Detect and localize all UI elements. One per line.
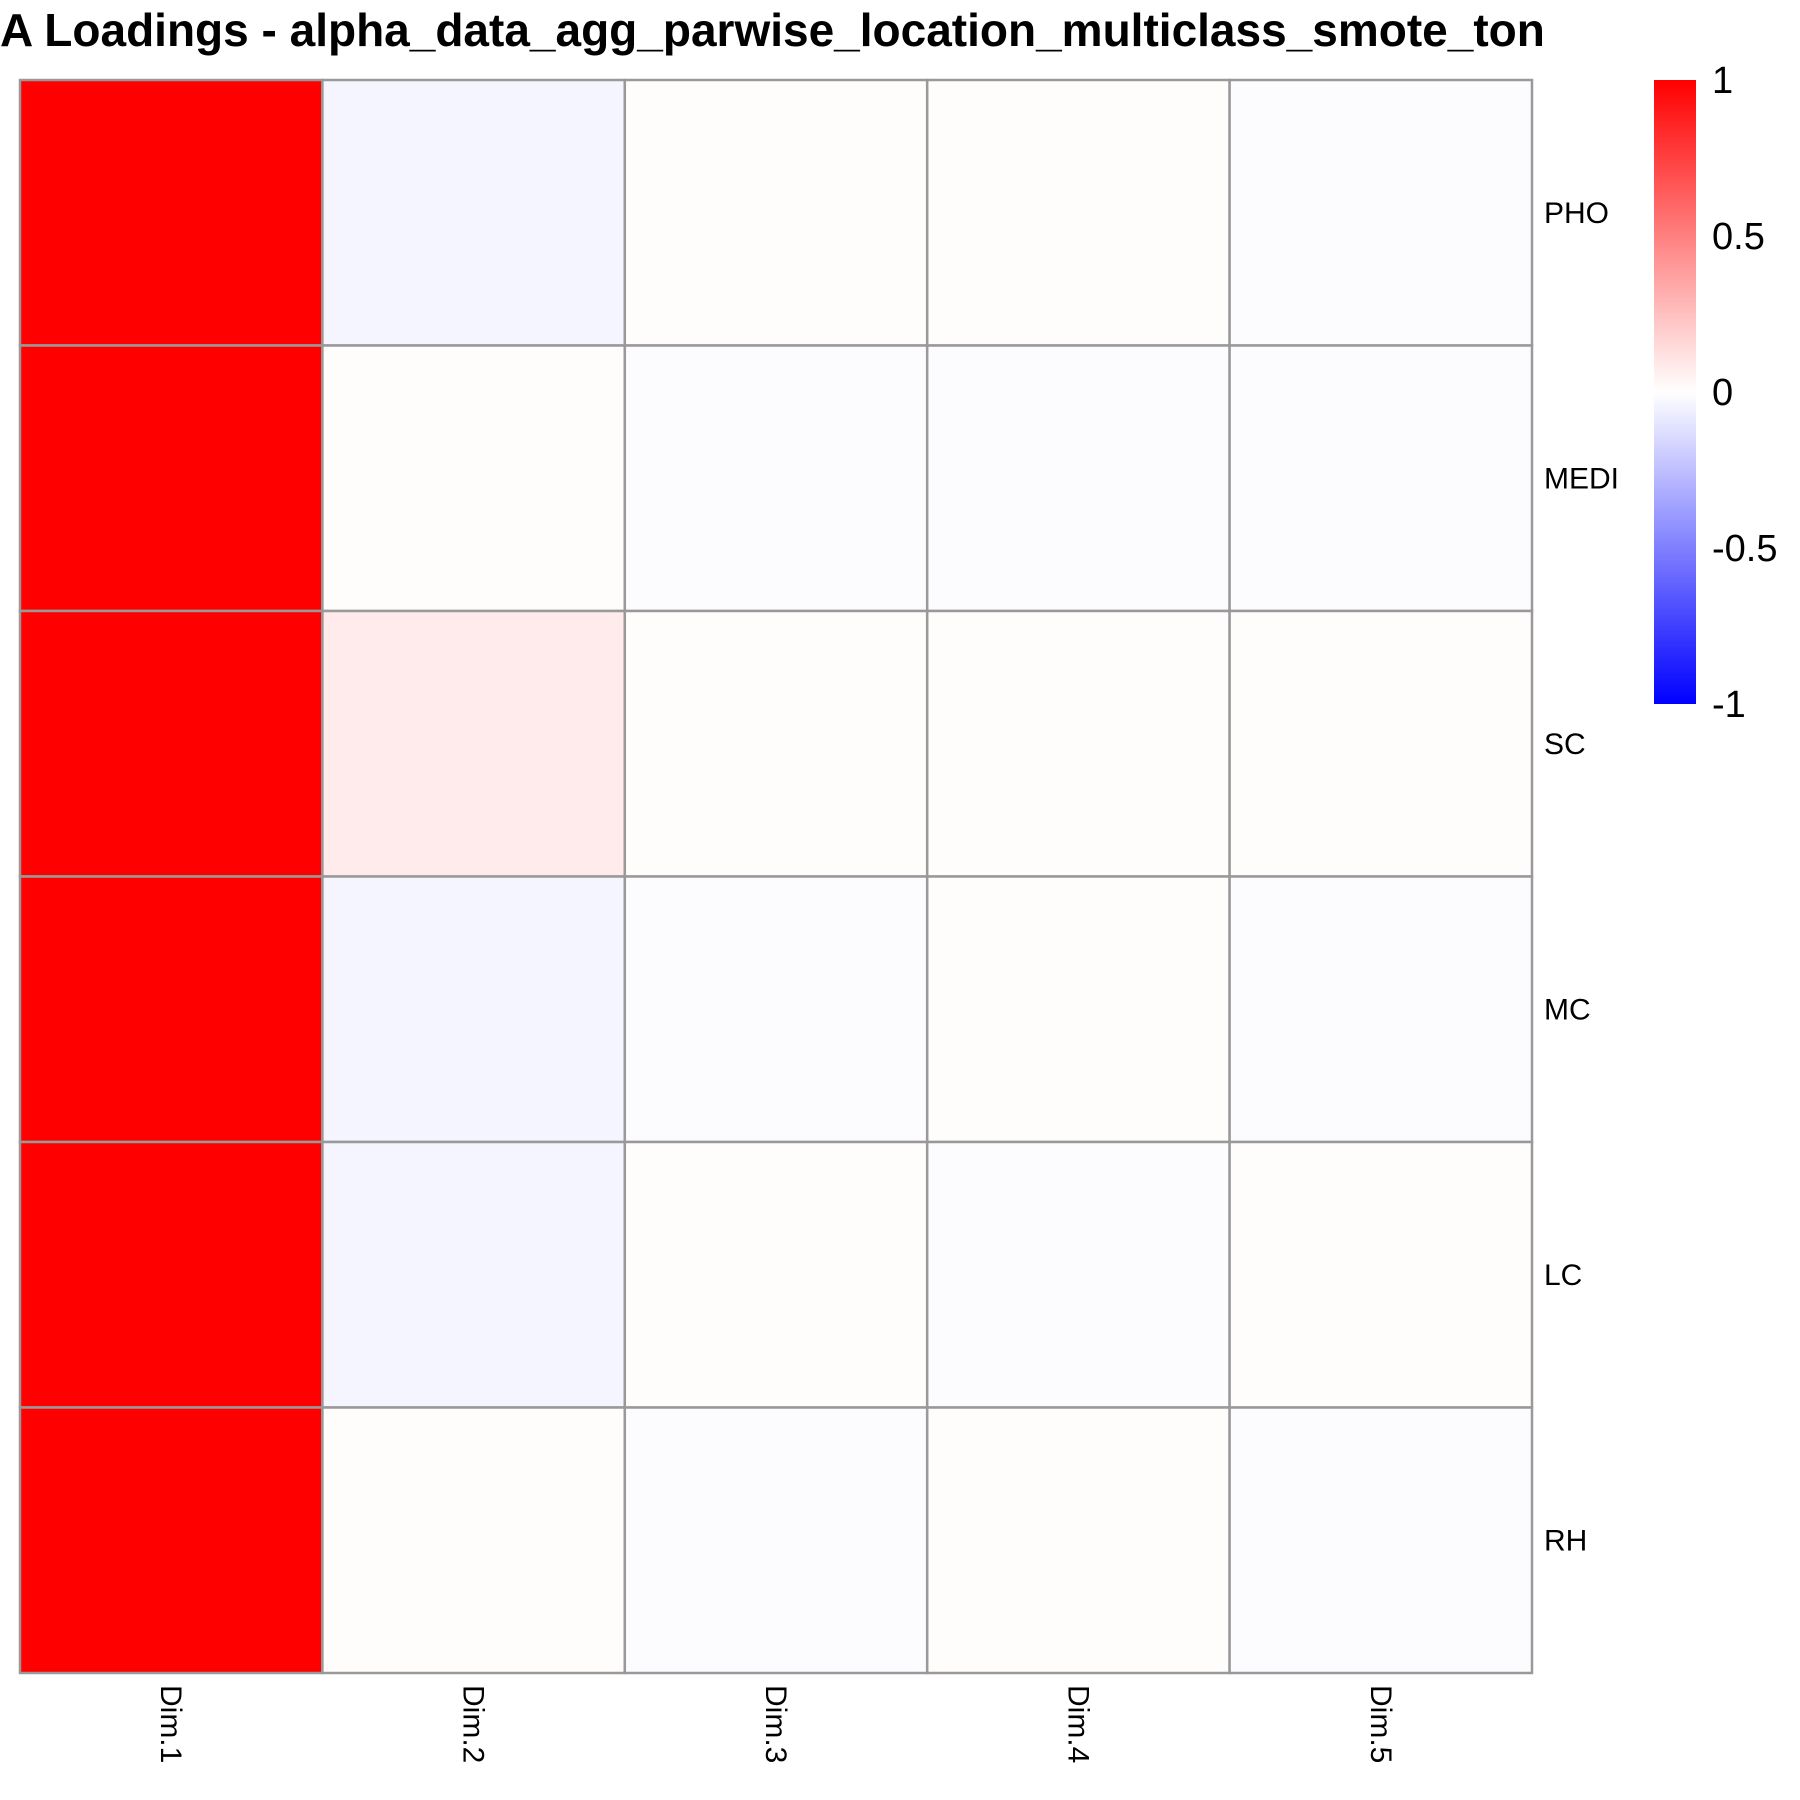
heatmap-cell-lc-dim-5 (1228, 1140, 1534, 1409)
heatmap-cell-sc-dim-3 (623, 609, 929, 878)
heatmap-cell-lc-dim-4 (925, 1140, 1231, 1409)
column-label-dim-3: Dim.3 (759, 1685, 792, 1763)
legend-tick-label: 1 (1712, 60, 1733, 102)
row-label-sc: SC (1544, 728, 1586, 761)
heatmap-cell-mc-dim-3 (623, 875, 929, 1144)
column-label-dim-5: Dim.5 (1364, 1685, 1397, 1763)
legend-tick-label: 0 (1712, 372, 1733, 414)
row-label-medi: MEDI (1544, 462, 1619, 495)
heatmap-cell-medi-dim-5 (1228, 344, 1534, 613)
heatmap-cell-mc-dim-5 (1228, 875, 1534, 1144)
heatmap-cell-sc-dim-1 (18, 609, 324, 878)
heatmap-cell-rh-dim-2 (321, 1406, 627, 1675)
heatmap-cell-sc-dim-5 (1228, 609, 1534, 878)
heatmap-cell-rh-dim-4 (925, 1406, 1231, 1675)
legend-color-bar (1654, 80, 1696, 704)
heatmap-cell-medi-dim-3 (623, 344, 929, 613)
heatmap-cell-sc-dim-2 (321, 609, 627, 878)
legend-tick-label: -1 (1712, 684, 1746, 726)
heatmap-cell-rh-dim-1 (18, 1406, 324, 1675)
heatmap-cell-lc-dim-2 (321, 1140, 627, 1409)
heatmap-cell-rh-dim-5 (1228, 1406, 1534, 1675)
row-label-rh: RH (1544, 1524, 1587, 1557)
heatmap-cell-medi-dim-4 (925, 344, 1231, 613)
column-label-dim-2: Dim.2 (457, 1685, 490, 1763)
column-label-dim-1: Dim.1 (154, 1685, 187, 1763)
row-label-pho: PHO (1544, 197, 1609, 230)
heatmap-cell-pho-dim-5 (1228, 78, 1534, 347)
heatmap-cell-pho-dim-3 (623, 78, 929, 347)
heatmap-cell-lc-dim-3 (623, 1140, 929, 1409)
heatmap-cell-pho-dim-2 (321, 78, 627, 347)
heatmap-cell-pho-dim-4 (925, 78, 1231, 347)
legend-tick-label: -0.5 (1712, 528, 1777, 570)
column-labels: Dim.1 Dim.2 Dim.3 Dim.4 Dim.5 (154, 1685, 1397, 1763)
heatmap-cell-rh-dim-3 (623, 1406, 929, 1675)
heatmap-cell-mc-dim-4 (925, 875, 1231, 1144)
heatmap-cell-mc-dim-2 (321, 875, 627, 1144)
legend-tick-label: 0.5 (1712, 216, 1765, 258)
heatmap-cell-sc-dim-4 (925, 609, 1231, 878)
heatmap-cells (18, 78, 1534, 1675)
color-legend: 1 0.5 0 -0.5 -1 (1654, 60, 1777, 726)
row-label-lc: LC (1544, 1259, 1582, 1292)
heatmap-cell-mc-dim-1 (18, 875, 324, 1144)
row-label-mc: MC (1544, 993, 1591, 1026)
column-label-dim-4: Dim.4 (1061, 1685, 1094, 1763)
heatmap-cell-medi-dim-2 (321, 344, 627, 613)
heatmap-cell-lc-dim-1 (18, 1140, 324, 1409)
row-labels: PHO MEDI SC MC LC RH (1544, 197, 1619, 1558)
chart-title: A Loadings - alpha_data_agg_parwise_loca… (0, 4, 1545, 56)
heatmap-cell-medi-dim-1 (18, 344, 324, 613)
heatmap-cell-pho-dim-1 (18, 78, 324, 347)
